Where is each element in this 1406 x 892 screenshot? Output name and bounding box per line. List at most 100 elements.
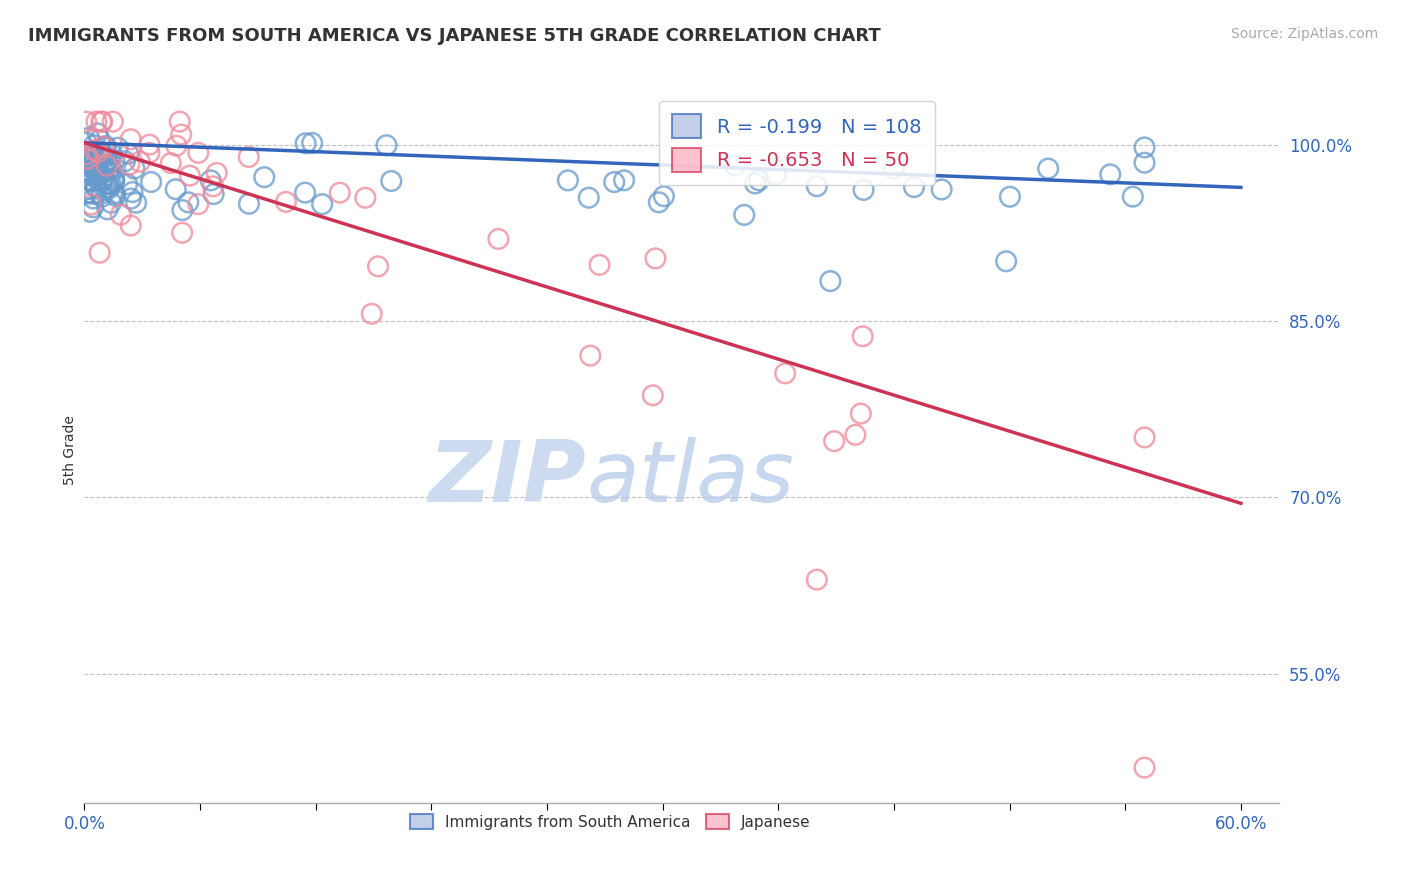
Point [89,245,111,260]
Point [823,434,845,449]
Point [86,159,108,173]
Point [79,205,101,219]
Point [90,172,112,186]
Point [1133,140,1156,154]
Point [90,114,112,128]
Point [125,195,148,210]
Point [91,172,114,186]
Point [1133,155,1156,169]
Point [83,143,105,157]
Legend: Immigrants from South America, Japanese: Immigrants from South America, Japanese [402,806,818,838]
Point [79,182,101,196]
Point [77,164,100,178]
Point [294,186,316,200]
Point [852,329,875,343]
Point [76,165,98,179]
Point [138,145,160,160]
Point [80,197,103,211]
Point [86,127,108,141]
Point [103,153,125,168]
Point [121,185,143,199]
Point [613,173,636,187]
Point [76,145,98,160]
Point [995,254,1018,268]
Point [82,192,104,206]
Point [765,168,787,182]
Point [1133,760,1156,774]
Point [82,200,104,214]
Point [120,192,142,206]
Point [849,407,872,421]
Point [83,153,105,168]
Point [139,175,162,189]
Point [375,138,398,153]
Point [96,159,118,173]
Point [603,175,626,189]
Point [806,179,828,194]
Point [124,161,146,176]
Point [86,160,108,174]
Point [773,367,796,381]
Point [329,186,352,200]
Point [76,152,98,166]
Point [86,162,108,177]
Point [166,138,188,153]
Point [86,168,108,182]
Point [101,162,124,177]
Text: ZIP: ZIP [429,437,586,520]
Point [748,173,770,187]
Point [733,208,755,222]
Point [75,147,97,161]
Point [82,186,104,201]
Point [903,180,925,194]
Point [120,132,142,146]
Point [96,149,118,163]
Point [744,177,766,191]
Point [170,128,193,142]
Point [486,232,509,246]
Text: Source: ZipAtlas.com: Source: ZipAtlas.com [1230,27,1378,41]
Point [87,145,110,160]
Point [200,173,222,187]
Point [114,154,136,169]
Point [90,190,112,204]
Point [883,161,905,176]
Point [652,189,675,203]
Point [360,307,382,321]
Point [94,161,117,176]
Point [557,173,579,187]
Point [75,186,97,201]
Point [253,170,276,185]
Point [169,114,191,128]
Point [96,154,118,169]
Point [80,173,103,187]
Point [75,160,97,174]
Point [648,195,671,210]
Point [83,138,105,153]
Point [82,150,104,164]
Point [107,141,129,155]
Point [172,203,194,218]
Point [103,173,125,187]
Point [205,166,228,180]
Point [84,179,107,194]
Point [97,164,120,178]
Point [93,139,115,153]
Point [202,179,225,194]
Point [77,165,100,179]
Point [98,161,121,176]
Point [96,177,118,191]
Text: IMMIGRANTS FROM SOUTH AMERICA VS JAPANESE 5TH GRADE CORRELATION CHART: IMMIGRANTS FROM SOUTH AMERICA VS JAPANES… [28,27,882,45]
Point [90,186,112,201]
Point [100,195,122,210]
Point [89,167,111,181]
Point [187,197,209,211]
Point [96,180,118,194]
Point [820,274,842,288]
Point [86,173,108,187]
Point [89,145,111,160]
Point [77,130,100,145]
Point [94,139,117,153]
Point [294,136,316,151]
Point [96,158,118,172]
